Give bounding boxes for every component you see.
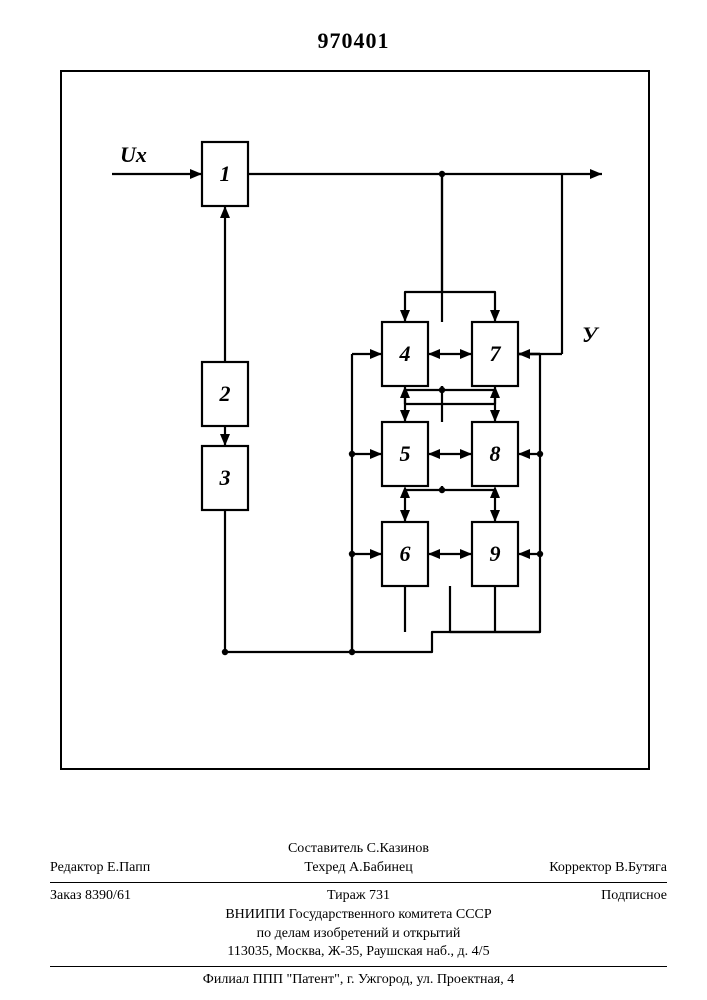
footer: Составитель С.Казинов Редактор Е.Папп Те… (50, 840, 667, 990)
footer-order: Заказ 8390/61 (50, 887, 256, 906)
svg-text:2: 2 (219, 381, 231, 406)
svg-text:7: 7 (490, 341, 502, 366)
svg-text:3: 3 (219, 465, 231, 490)
block-diagram: 1 2 3 4 5 6 7 8 9 Uх У (62, 72, 648, 768)
svg-text:6: 6 (400, 541, 411, 566)
figure-frame: 1 2 3 4 5 6 7 8 9 Uх У (60, 70, 650, 770)
footer-tirage: Тираж 731 (256, 887, 462, 906)
footer-line1: Составитель С.Казинов (288, 841, 429, 856)
svg-text:У: У (582, 322, 600, 347)
footer-org1: ВНИИПИ Государственного комитета СССР (225, 907, 491, 922)
footer-corrector: Корректор В.Бутяга (461, 859, 667, 878)
svg-text:9: 9 (490, 541, 501, 566)
footer-branch: Филиал ППП "Патент", г. Ужгород, ул. Про… (203, 972, 514, 987)
svg-text:Uх: Uх (120, 142, 147, 167)
footer-org2: по делам изобретений и открытий (257, 926, 461, 941)
footer-sub: Подписное (461, 887, 667, 906)
footer-editor: Редактор Е.Папп (50, 859, 256, 878)
footer-addr: 113035, Москва, Ж-35, Раушская наб., д. … (227, 944, 489, 959)
svg-text:1: 1 (220, 161, 231, 186)
footer-techred: Техред А.Бабинец (256, 859, 462, 878)
svg-text:8: 8 (490, 441, 501, 466)
svg-text:5: 5 (400, 441, 411, 466)
doc-number: 970401 (0, 28, 707, 54)
footer-rule-2 (50, 966, 667, 967)
svg-text:4: 4 (399, 341, 411, 366)
footer-rule-1 (50, 882, 667, 883)
